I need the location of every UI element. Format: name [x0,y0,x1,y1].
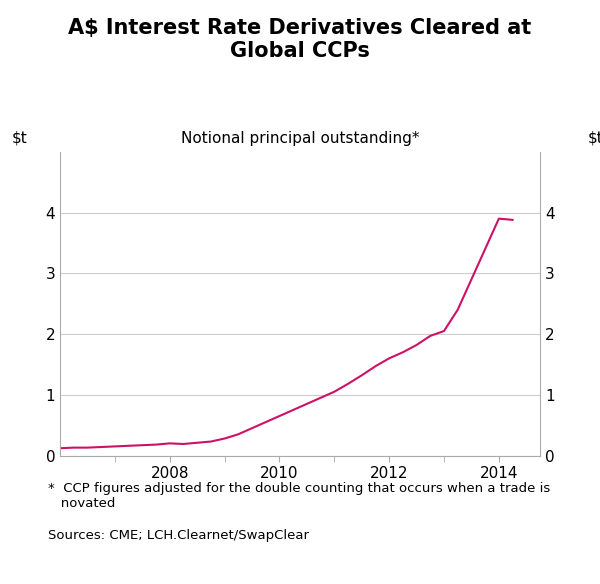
Text: Sources: CME; LCH.Clearnet/SwapClear: Sources: CME; LCH.Clearnet/SwapClear [48,529,309,541]
Text: $t: $t [12,131,28,146]
Text: A$ Interest Rate Derivatives Cleared at
Global CCPs: A$ Interest Rate Derivatives Cleared at … [68,18,532,61]
Text: Notional principal outstanding*: Notional principal outstanding* [181,131,419,147]
Text: *  CCP figures adjusted for the double counting that occurs when a trade is
   n: * CCP figures adjusted for the double co… [48,482,550,510]
Text: $t: $t [588,131,600,146]
